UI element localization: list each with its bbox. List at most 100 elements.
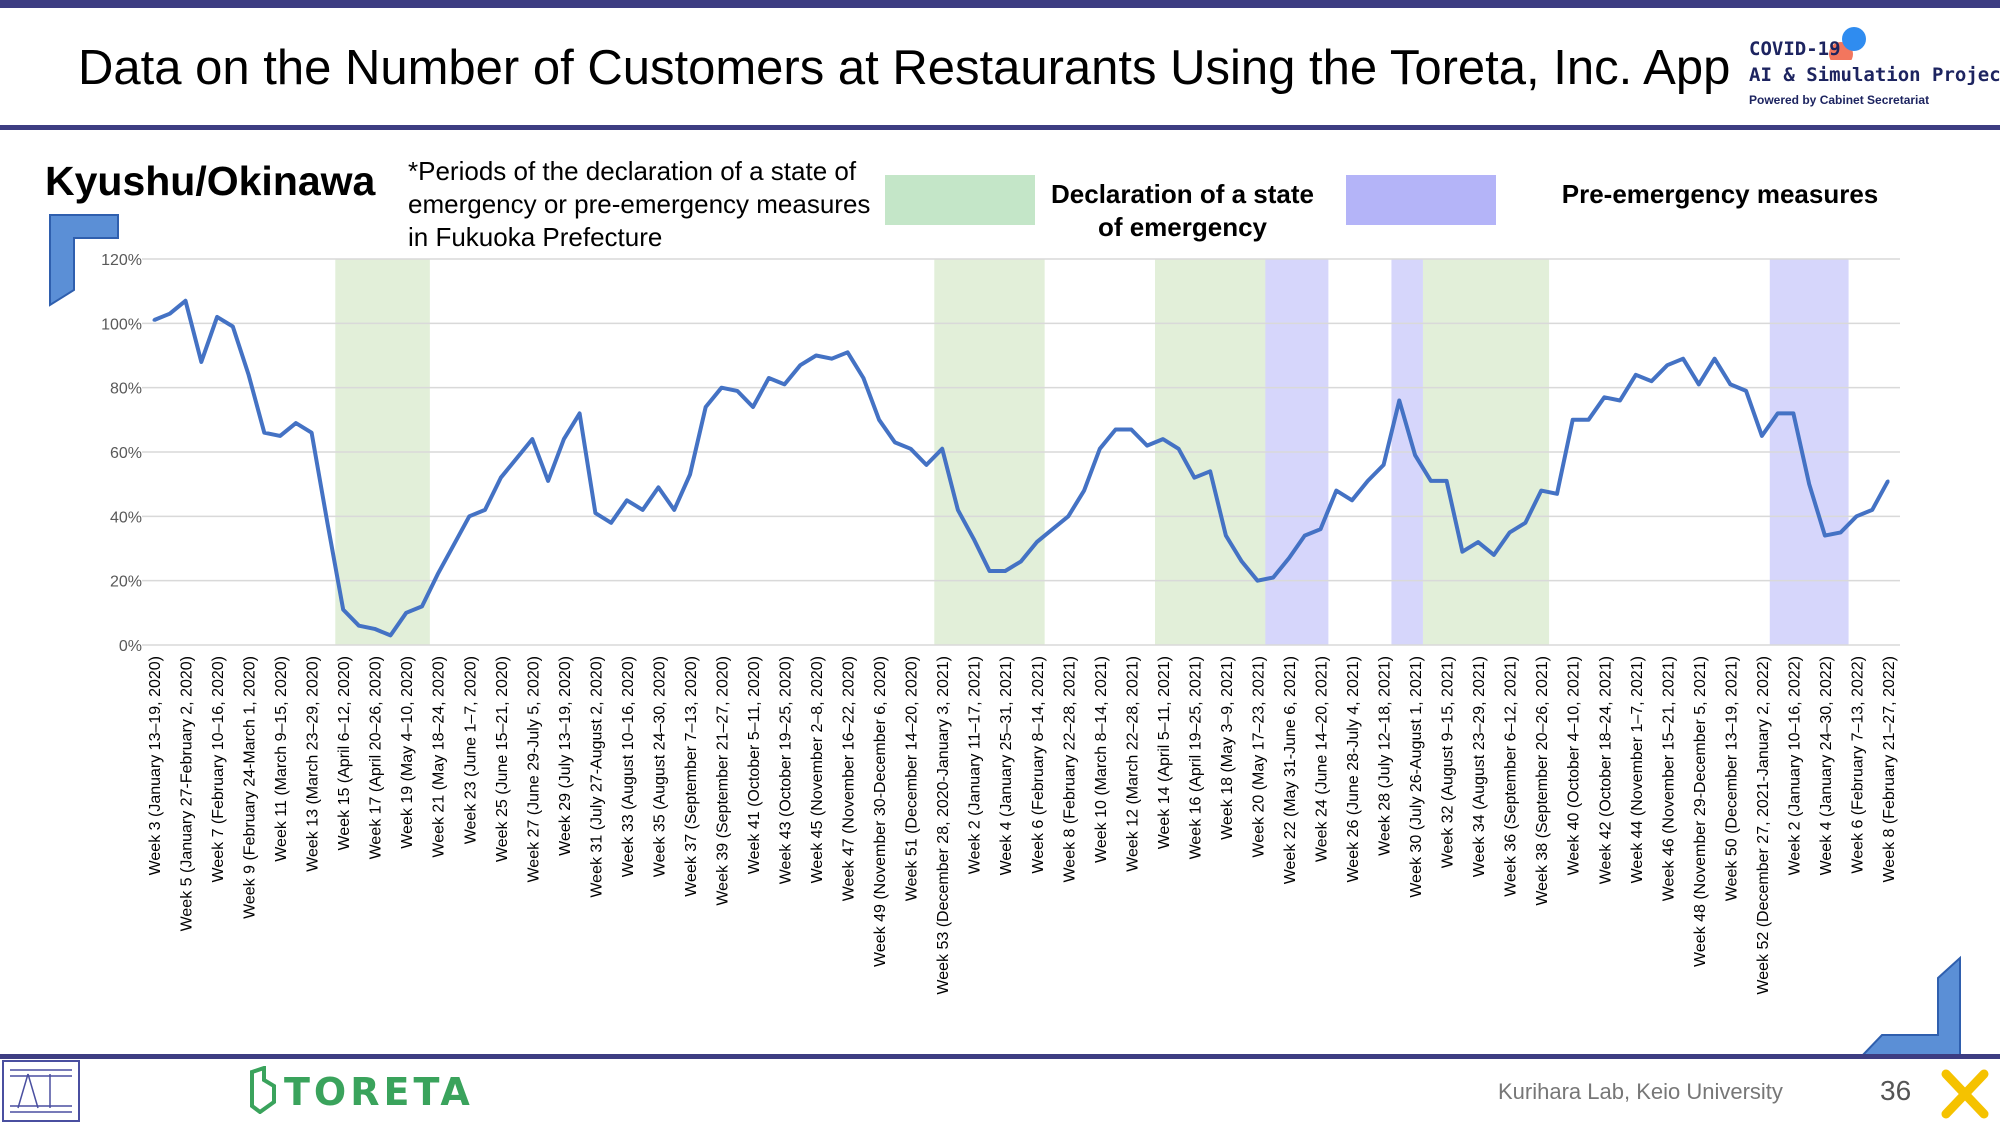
data-point xyxy=(940,447,944,451)
x-tick-label: Week 20 (May 17–23, 2021) xyxy=(1250,656,1267,858)
x-tick-label: Week 28 (July 12–18, 2021) xyxy=(1377,656,1394,856)
data-point xyxy=(1539,489,1543,493)
data-point xyxy=(184,299,188,303)
data-point xyxy=(1776,411,1780,415)
data-point xyxy=(1208,469,1212,473)
title-divider xyxy=(0,125,2000,130)
x-tick-label: Week 42 (October 18–24, 2021) xyxy=(1597,656,1614,884)
toreta-mark-icon xyxy=(250,1066,276,1114)
data-point xyxy=(262,431,266,435)
data-point xyxy=(1350,498,1354,502)
logo-line2: AI & Simulation Project xyxy=(1749,64,2000,86)
data-point xyxy=(436,572,440,576)
x-tick-label: Week 22 (May 31-June 6, 2021) xyxy=(1282,656,1299,884)
data-point xyxy=(294,421,298,425)
x-tick-label: Week 13 (March 23–29, 2020) xyxy=(305,656,322,872)
data-point xyxy=(1460,550,1464,554)
data-point xyxy=(199,360,203,364)
x-tick-label: Week 16 (April 19–25, 2021) xyxy=(1187,656,1204,859)
x-tick-label: Week 15 (April 6–12, 2020) xyxy=(336,656,353,850)
corner-bracket-bottom-right-icon xyxy=(1857,955,1961,1059)
data-point xyxy=(452,543,456,547)
data-point xyxy=(625,498,629,502)
data-point xyxy=(704,405,708,409)
x-tick-label: Week 21 (May 18–24, 2020) xyxy=(431,656,448,858)
data-point xyxy=(1523,521,1527,525)
data-point xyxy=(1303,534,1307,538)
data-point xyxy=(767,376,771,380)
data-point xyxy=(388,633,392,637)
page-title: Data on the Number of Customers at Resta… xyxy=(78,41,1731,95)
x-tick-label: Week 50 (December 13–19, 2021) xyxy=(1723,656,1740,901)
x-tick-label: Week 17 (April 20–26, 2020) xyxy=(368,656,385,859)
toreta-brand: TORETA xyxy=(284,1070,474,1114)
data-point xyxy=(1224,534,1228,538)
data-point xyxy=(1681,357,1685,361)
data-point xyxy=(1287,556,1291,560)
data-point xyxy=(1807,482,1811,486)
ai-lab-logo-icon xyxy=(10,1069,72,1113)
x-tick-label: Week 30 (July 26-August 1, 2021) xyxy=(1408,656,1425,898)
data-point xyxy=(1319,527,1323,531)
y-tick-label: 0% xyxy=(119,638,142,655)
region-label: Kyushu/Okinawa xyxy=(45,158,376,204)
data-point xyxy=(814,354,818,357)
data-point xyxy=(1697,382,1701,386)
y-tick-label: 60% xyxy=(110,445,142,462)
x-tick-label: Week 47 (November 16–22, 2020) xyxy=(841,656,858,901)
x-tick-label: Week 49 (November 30-December 6, 2020) xyxy=(872,656,889,967)
legend-emergency-label: Declaration of a state of emergency xyxy=(1051,179,1314,242)
data-point xyxy=(1618,399,1622,403)
data-point xyxy=(357,624,361,628)
data-point xyxy=(1082,489,1086,493)
data-point xyxy=(310,431,314,435)
data-point xyxy=(1382,463,1386,467)
data-point xyxy=(1823,534,1827,538)
data-point xyxy=(593,511,597,515)
x-tick-label: Week 12 (March 22–28, 2021) xyxy=(1124,656,1141,872)
data-point xyxy=(893,440,897,444)
data-point xyxy=(956,508,960,512)
x-tick-label: Week 26 (June 28-July 4, 2021) xyxy=(1345,656,1362,883)
data-point xyxy=(499,476,503,480)
top-accent-bar xyxy=(0,0,2000,8)
data-point xyxy=(1066,514,1070,518)
data-point xyxy=(1650,379,1654,383)
x-tick-label: Week 7 (February 10–16, 2020) xyxy=(210,656,227,883)
x-tick-label: Week 18 (May 3–9, 2021) xyxy=(1219,656,1236,840)
data-point xyxy=(247,373,251,377)
x-tick-label: Week 31 (July 27-August 2, 2020) xyxy=(588,656,605,898)
x-tick-label: Week 24 (June 14–20, 2021) xyxy=(1314,656,1331,862)
x-tick-label: Week 23 (June 1–7, 2020) xyxy=(462,656,479,844)
x-tick-label: Week 48 (November 29-December 5, 2021) xyxy=(1692,656,1709,967)
data-point xyxy=(325,521,329,525)
y-tick-label: 20% xyxy=(110,574,142,591)
data-point xyxy=(1114,427,1118,431)
x-tick-label: Week 10 (March 8–14, 2021) xyxy=(1093,656,1110,863)
x-mark-icon xyxy=(1941,1069,1989,1119)
data-point xyxy=(1555,492,1559,496)
x-tick-label: Week 2 (January 10–16, 2022) xyxy=(1786,656,1803,875)
data-point xyxy=(672,508,676,512)
data-point xyxy=(846,350,850,354)
data-point xyxy=(1713,357,1717,361)
corner-bracket-top-left-icon xyxy=(49,214,119,307)
data-point xyxy=(1728,382,1732,386)
data-point xyxy=(909,447,913,451)
data-point xyxy=(1508,530,1512,534)
data-point xyxy=(1665,363,1669,367)
data-point xyxy=(420,604,424,608)
data-point xyxy=(719,386,723,390)
data-point xyxy=(1035,540,1039,544)
x-tick-label: Week 6 (February 8–14, 2021) xyxy=(1030,656,1047,874)
data-point xyxy=(1192,476,1196,480)
data-point xyxy=(609,521,613,525)
data-point xyxy=(924,463,928,467)
data-point xyxy=(404,611,408,615)
data-point xyxy=(1145,444,1149,448)
data-point xyxy=(1476,540,1480,544)
x-tick-label: Week 44 (November 1–7, 2021) xyxy=(1629,656,1646,883)
x-tick-label: Week 33 (August 10–16, 2020) xyxy=(620,656,637,877)
x-tick-label: Week 14 (April 5–11, 2021) xyxy=(1156,656,1173,849)
data-point xyxy=(1602,395,1606,399)
